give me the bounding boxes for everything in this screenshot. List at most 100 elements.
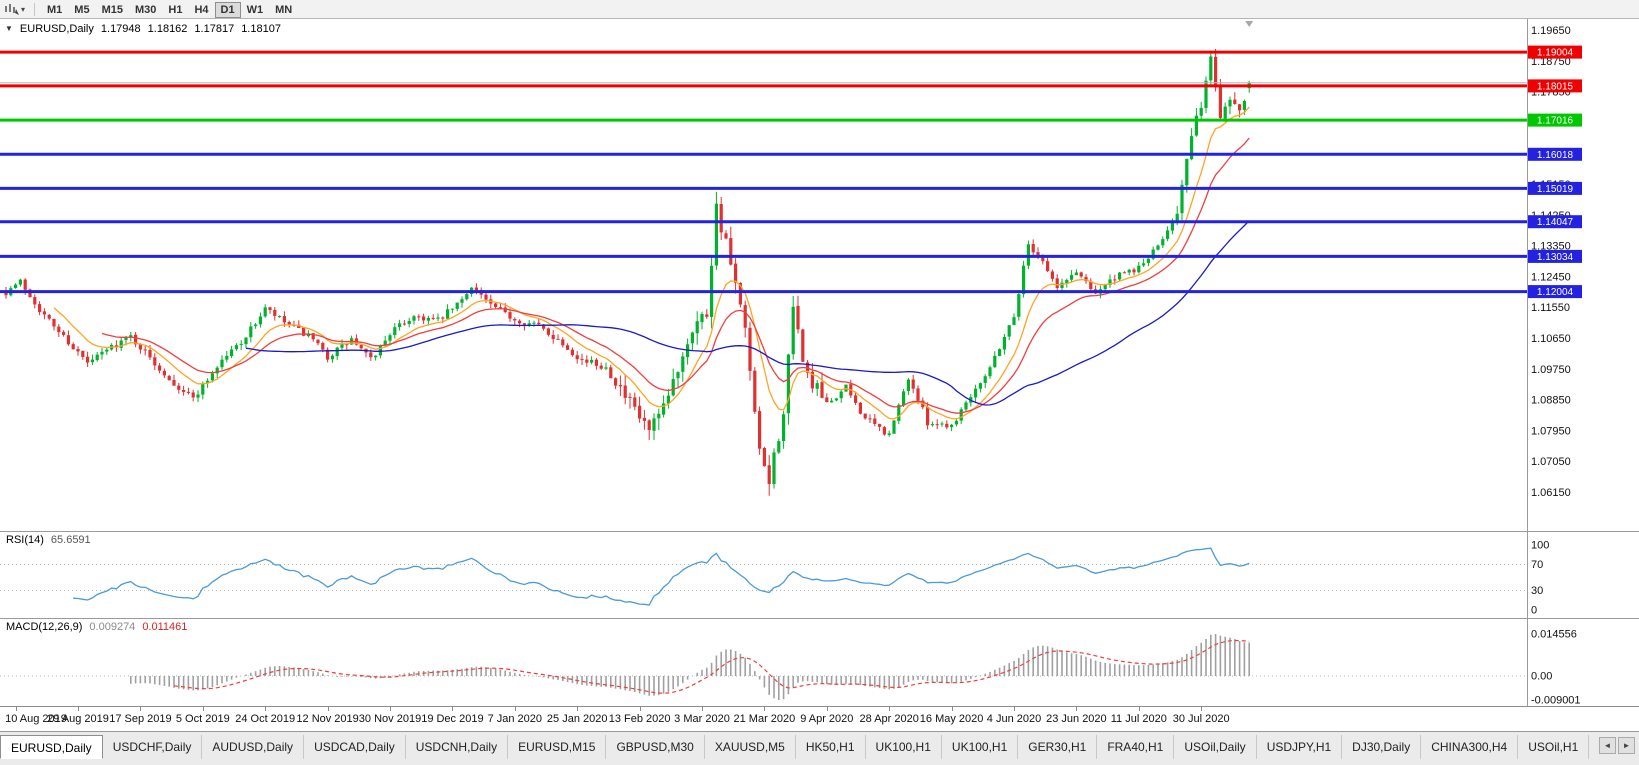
main-chart-canvas[interactable]: 1.196501.187501.178501.169501.160501.151… [0, 19, 1639, 531]
date-tick [639, 707, 641, 711]
svg-text:1.11550: 1.11550 [1531, 302, 1570, 314]
chart-tab-uk100-h1[interactable]: UK100,H1 [941, 735, 1019, 759]
svg-text:0.014556: 0.014556 [1531, 629, 1577, 641]
svg-text:1.12004: 1.12004 [1537, 287, 1574, 298]
chart-tab-usoil-daily[interactable]: USOil,Daily [1174, 735, 1257, 759]
chart-tab-xauusd-m5[interactable]: XAUUSD,M5 [704, 735, 796, 759]
candles-layer [4, 48, 1251, 496]
date-tick [702, 707, 703, 711]
date-tick [327, 707, 329, 711]
date-tick [889, 707, 891, 711]
tab-scroll-buttons: ◄ ► [1595, 735, 1639, 754]
macd-histogram [130, 634, 1250, 700]
date-label: 3 Mar 2020 [674, 713, 730, 725]
chart-tab-gbpusd-m30[interactable]: GBPUSD,M30 [606, 735, 705, 759]
svg-text:1.08850: 1.08850 [1531, 395, 1571, 407]
svg-text:0.00: 0.00 [1531, 671, 1552, 683]
date-label: 4 Jun 2020 [986, 713, 1042, 725]
date-label: 9 Apr 2020 [800, 713, 854, 725]
macd-axis-labels: 0.014556 0.00 -0.009001 [1531, 629, 1581, 707]
date-label: 12 Nov 2019 [296, 713, 359, 725]
chart-tab-hk50-h1[interactable]: HK50,H1 [795, 735, 866, 759]
timeframe-button-w1[interactable]: W1 [241, 2, 270, 18]
svg-text:1.13350: 1.13350 [1531, 241, 1571, 253]
timeframe-button-m30[interactable]: M30 [129, 2, 162, 18]
tabs-scroll-left-button[interactable]: ◄ [1599, 737, 1616, 754]
date-label: 30 Nov 2019 [358, 713, 422, 725]
date-axis[interactable]: 10 Aug 2019 29 Aug 2019 17 Sep 2019 5 Oct 2… [0, 706, 1639, 731]
timeframe-button-h4[interactable]: H4 [188, 2, 214, 18]
chart-dropdown-caret-icon[interactable]: ▾ [21, 4, 26, 14]
timeframe-button-m15[interactable]: M15 [96, 2, 129, 18]
svg-text:-0.009001: -0.009001 [1531, 695, 1581, 707]
timeframe-button-h1[interactable]: H1 [162, 2, 188, 18]
chart-tab-usdcad-daily[interactable]: USDCAD,Daily [304, 735, 406, 759]
date-tick [140, 707, 142, 711]
ma-ema-20 [101, 137, 1250, 414]
date-label: 24 Oct 2019 [235, 713, 296, 725]
date-tick [15, 707, 17, 711]
svg-text:1.06150: 1.06150 [1531, 487, 1571, 499]
chart-tab-eurusd-daily[interactable]: EURUSD,Daily [0, 735, 103, 759]
toolbar-separator [34, 2, 36, 16]
chart-type-icon[interactable] [4, 3, 19, 15]
timeframe-buttons: M1 M5 M15 M30 H1 H4 D1 W1 MN [41, 0, 298, 18]
date-tick [764, 707, 766, 711]
svg-text:1.09750: 1.09750 [1531, 364, 1571, 376]
chart-tab-fra40-h1[interactable]: FRA40,H1 [1097, 735, 1175, 759]
tabs-scroll-right-button[interactable]: ► [1618, 737, 1635, 754]
chart-tab-china300-h4[interactable]: CHINA300,H4 [1421, 735, 1519, 759]
svg-text:1.18750: 1.18750 [1531, 56, 1571, 68]
timeframe-button-mn[interactable]: MN [269, 2, 298, 18]
svg-text:30: 30 [1531, 585, 1543, 597]
date-tick [78, 707, 79, 711]
price-tags-layer: 1.19004 1.18015 1.17016 1.16018 1.15019 1.140… [1528, 45, 1582, 299]
svg-text:1.14047: 1.14047 [1537, 217, 1574, 228]
date-label: 30 Jul 2020 [1172, 713, 1230, 725]
moving-averages-layer [53, 106, 1250, 420]
timeframe-button-m5[interactable]: M5 [68, 2, 95, 18]
chart-tab-ger30-h1[interactable]: GER30,H1 [1018, 735, 1098, 759]
date-tick [577, 707, 579, 711]
rsi-panel-canvas[interactable]: 100 70 30 0 [0, 531, 1639, 618]
date-tick [265, 707, 267, 711]
chart-tab-dj30-daily[interactable]: DJ30,Daily [1342, 735, 1422, 759]
date-tick [826, 707, 828, 711]
date-label: 17 Sep 2019 [109, 713, 172, 725]
chart-tab-usdchf-daily[interactable]: USDCHF,Daily [102, 735, 203, 759]
chart-tab-eurusd-m15[interactable]: EURUSD,M15 [508, 735, 607, 759]
date-tick [951, 707, 953, 711]
timeframe-toolbar: ▾ M1 M5 M15 M30 H1 H4 D1 W1 MN [0, 0, 1639, 19]
chart-tab-usdjpy-h1[interactable]: USDJPY,H1 [1256, 735, 1343, 759]
svg-text:1.16018: 1.16018 [1537, 150, 1574, 161]
date-label: 19 Dec 2019 [421, 713, 484, 725]
date-label: 21 Mar 2020 [733, 713, 796, 725]
date-tick [1201, 707, 1203, 711]
timeframe-button-m1[interactable]: M1 [41, 2, 68, 18]
chart-tab-audusd-daily[interactable]: AUDUSD,Daily [202, 735, 305, 759]
date-label: 28 Apr 2020 [859, 713, 919, 725]
svg-text:70: 70 [1531, 559, 1543, 571]
svg-text:1.13034: 1.13034 [1537, 252, 1574, 263]
rsi-axis-labels: 100 70 30 0 [1531, 540, 1549, 617]
svg-text:1.07050: 1.07050 [1531, 456, 1571, 468]
svg-text:1.07950: 1.07950 [1531, 425, 1571, 437]
svg-text:0: 0 [1531, 605, 1537, 617]
svg-text:1.19650: 1.19650 [1531, 25, 1571, 37]
macd-panel-canvas[interactable]: 0.014556 0.00 -0.009001 [0, 618, 1639, 706]
chart-tab-usdcnh-daily[interactable]: USDCNH,Daily [405, 735, 509, 759]
date-tick [202, 707, 204, 711]
chart-tab-usoil-h1[interactable]: USOil,H1 [1518, 735, 1590, 759]
svg-text:1.15019: 1.15019 [1537, 184, 1574, 195]
date-tick [390, 707, 391, 711]
date-tick [1076, 707, 1078, 711]
macd-signal-line [173, 639, 1250, 694]
date-label: 11 Jul 2020 [1110, 713, 1167, 725]
date-tick [1014, 707, 1015, 711]
oneclick-expander-icon[interactable]: ▼ [5, 24, 13, 33]
svg-text:1.19004: 1.19004 [1537, 48, 1574, 59]
date-label: 16 May 2020 [919, 713, 984, 725]
chart-tab-uk100-h1[interactable]: UK100,H1 [865, 735, 942, 759]
timeframe-button-d1[interactable]: D1 [214, 2, 241, 18]
date-label: 23 Jun 2020 [1046, 713, 1107, 725]
